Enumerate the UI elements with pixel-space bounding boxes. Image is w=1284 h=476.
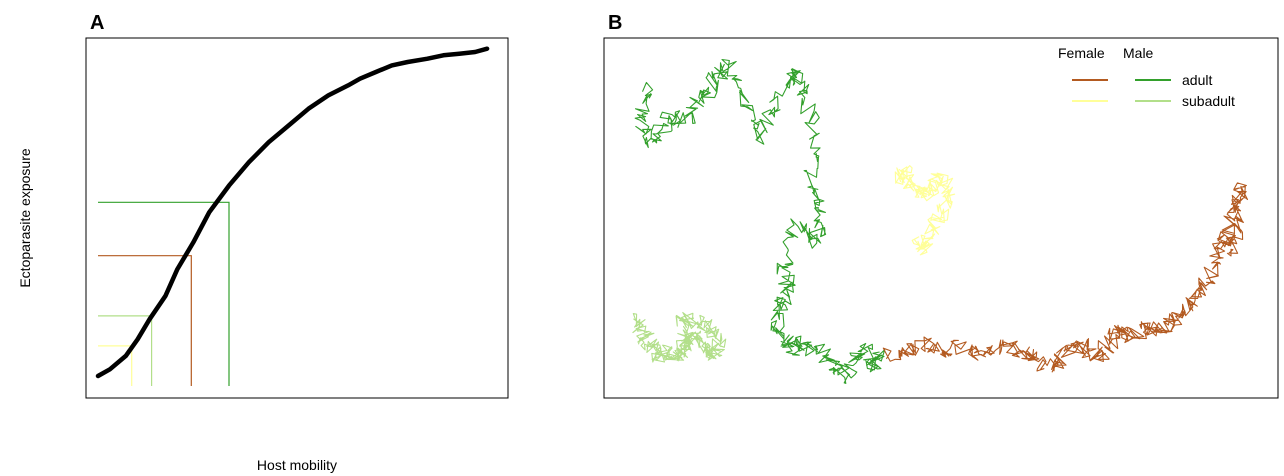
y-axis-label: Ectoparasite exposure xyxy=(17,148,33,288)
panel-a-letter: A xyxy=(90,12,104,34)
track-male-adult xyxy=(634,58,886,384)
panel-b-frame xyxy=(603,37,1279,399)
x-axis-label: Host mobility xyxy=(257,457,337,473)
panel-a-markers xyxy=(98,201,230,386)
track-female-subadult xyxy=(894,165,956,256)
legend-header-female: Female xyxy=(1058,45,1105,61)
legend-label-subadult: subadult xyxy=(1182,93,1235,109)
marker-female-adult xyxy=(98,255,192,386)
marker-male-adult xyxy=(98,201,230,386)
track-male-subadult xyxy=(632,311,727,363)
panel-a-curve xyxy=(95,46,490,379)
panel-b-letter: B xyxy=(608,12,622,34)
track-female-adult xyxy=(882,182,1249,373)
legend: Female Male adult subadult xyxy=(1058,45,1235,109)
panel-b-tracks xyxy=(632,58,1249,384)
legend-header-male: Male xyxy=(1123,45,1154,61)
panel-a-frame xyxy=(85,37,509,399)
legend-label-adult: adult xyxy=(1182,72,1212,88)
